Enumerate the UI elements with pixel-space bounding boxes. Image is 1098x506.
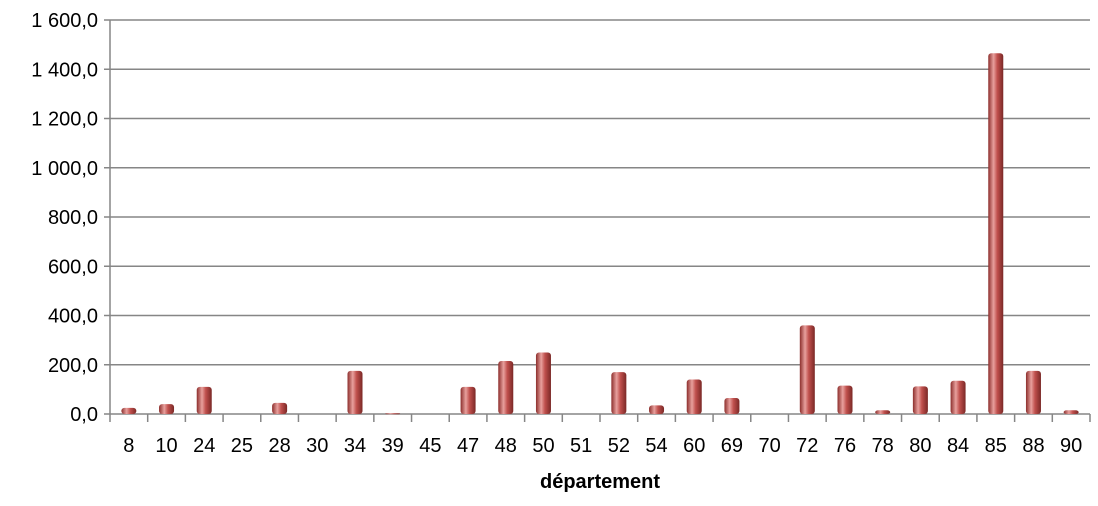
x-tick-label: 85 (985, 435, 1007, 457)
bar-80 (912, 386, 928, 414)
bar-39 (385, 413, 401, 415)
y-tick-label: 800,0 (48, 207, 98, 229)
x-tick-label: 78 (872, 435, 894, 457)
x-tick-label: 24 (193, 435, 215, 457)
bar-76 (837, 385, 853, 414)
x-tick-label: 70 (758, 435, 780, 457)
x-tick-label: 54 (645, 435, 667, 457)
bar-10 (159, 404, 175, 414)
x-tick-label: 30 (306, 435, 328, 457)
y-tick-label: 1 000,0 (31, 158, 98, 180)
x-tick-label: 10 (155, 435, 177, 457)
y-tick-labels: 0,0 200,0 400,0 600,0 800,0 1 000,0 1 200,0 1 4… (31, 10, 98, 426)
x-tick-label: 47 (457, 435, 479, 457)
x-tick-label: 88 (1022, 435, 1044, 457)
bar-90 (1063, 410, 1079, 414)
x-axis-title: département (540, 471, 660, 493)
bar-47 (460, 386, 476, 414)
x-tick-label: 39 (382, 435, 404, 457)
axes (109, 20, 1091, 422)
x-tick-label: 72 (796, 435, 818, 457)
x-tick-labels: 8 10 24 25 28 30 34 39 45 47 48 50 51 52 54 60 69 70 72 76 7… (123, 435, 1082, 457)
bar-8 (121, 407, 137, 414)
y-tick-label: 600,0 (48, 256, 98, 278)
y-tick-label: 1 200,0 (31, 109, 98, 131)
bar-50 (535, 352, 551, 414)
bar-28 (272, 402, 288, 414)
bar-24 (196, 386, 212, 414)
x-tick-label: 48 (495, 435, 517, 457)
x-tick-label: 45 (419, 435, 441, 457)
bar-48 (498, 361, 514, 414)
x-tick-label: 50 (532, 435, 554, 457)
bar-72 (799, 325, 815, 414)
bar-60 (686, 379, 702, 414)
y-tick-label: 0,0 (70, 404, 98, 426)
y-tick-label: 200,0 (48, 355, 98, 377)
x-tick-label: 80 (909, 435, 931, 457)
x-tick-label: 52 (608, 435, 630, 457)
x-tick-label: 28 (268, 435, 290, 457)
x-tick-label: 25 (231, 435, 253, 457)
bar-85 (988, 53, 1004, 415)
bars (121, 53, 1079, 415)
bar-34 (347, 370, 363, 414)
bar-88 (1025, 370, 1041, 414)
x-tick-label: 60 (683, 435, 705, 457)
bar-54 (649, 405, 665, 414)
y-tick-label: 400,0 (48, 306, 98, 328)
x-tick-label: 34 (344, 435, 366, 457)
y-tick-label: 1 600,0 (31, 10, 98, 32)
bar-84 (950, 380, 966, 414)
x-tick-label: 8 (123, 435, 134, 457)
y-tick-label: 1 400,0 (31, 59, 98, 81)
x-tick-label: 69 (721, 435, 743, 457)
x-tick-label: 84 (947, 435, 969, 457)
bar-69 (724, 397, 740, 414)
bar-78 (875, 410, 891, 414)
x-tick-label: 90 (1060, 435, 1082, 457)
gridlines (104, 19, 1090, 415)
bar-52 (611, 372, 627, 414)
x-tick-label: 76 (834, 435, 856, 457)
x-tick-label: 51 (570, 435, 592, 457)
